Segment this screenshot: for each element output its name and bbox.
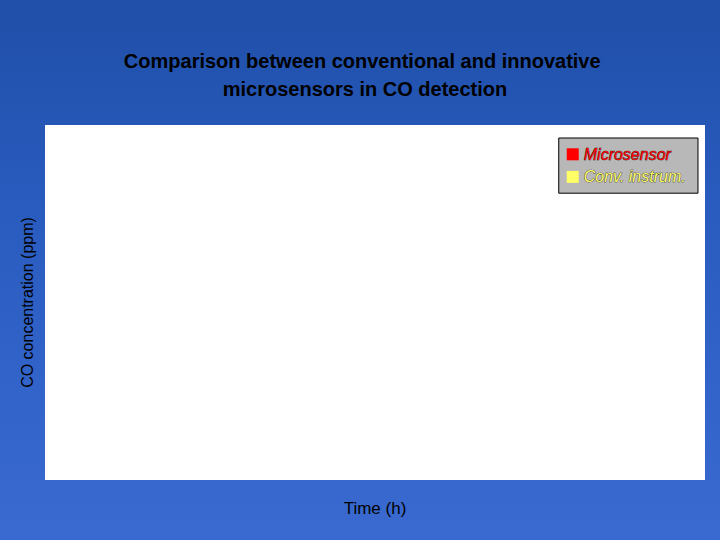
svg-text:CO concentration (ppm): CO concentration (ppm) xyxy=(19,217,36,388)
svg-text:microsensors in CO detection: microsensors in CO detection xyxy=(223,78,508,100)
svg-text:Microsensor: Microsensor xyxy=(584,146,672,163)
svg-text:Comparison between conventiona: Comparison between conventional and inno… xyxy=(124,50,606,72)
svg-text:Time (h): Time (h) xyxy=(344,499,407,518)
svg-text:Conv. instrum.: Conv. instrum. xyxy=(584,168,686,185)
